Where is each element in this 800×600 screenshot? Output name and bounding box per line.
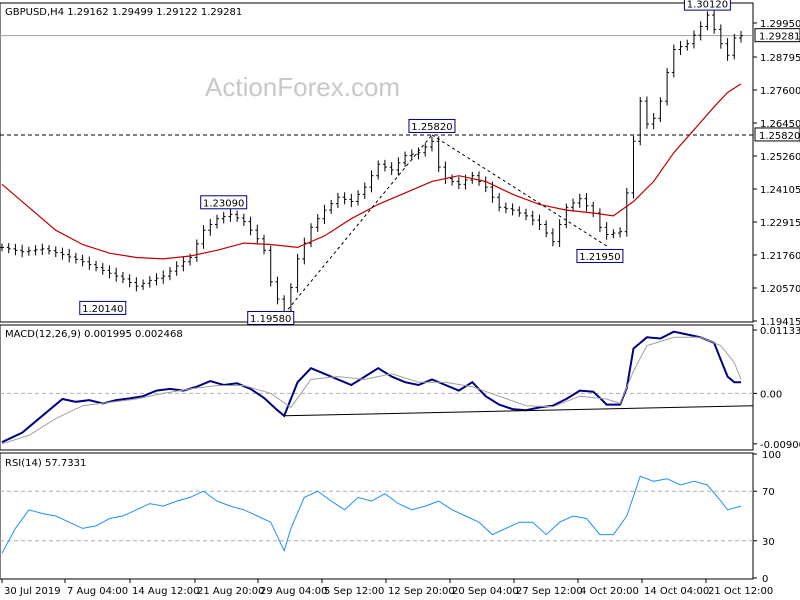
moving-average-line [1, 83, 742, 260]
rsi-title: RSI(14) 57.7331 [5, 458, 86, 469]
annotation-label: 1.30120 [687, 0, 728, 11]
annotation-box [79, 300, 127, 315]
watermark: ActionForex.com [205, 72, 400, 102]
macd-axis: 0.011332 0.00 -0.009006 [753, 326, 800, 451]
last-price-badge-box [754, 28, 800, 43]
level-badge-box [754, 127, 800, 142]
annotation-box [683, 0, 731, 11]
time-tick-label: 7 Aug 04:00 [67, 586, 128, 597]
price-tick-label: 1.21760 [760, 251, 800, 262]
annotation-label: 1.23090 [203, 198, 244, 209]
annotation-label: 1.20140 [82, 304, 123, 315]
macd-tick-label: 0.00 [760, 389, 782, 400]
time-tick-label: 4 Oct 20:00 [580, 586, 639, 597]
price-tick-label: 1.20570 [760, 284, 800, 295]
time-tick-label: 27 Sep 12:00 [516, 586, 583, 597]
annotation-label: 1.19580 [250, 314, 291, 325]
macd-marks [0, 330, 754, 445]
annotation-box [408, 118, 456, 133]
macd-signal-line [1, 336, 742, 445]
time-tick-label: 14 Aug 12:00 [132, 586, 199, 597]
time-tick-label: 12 Sep 20:00 [388, 586, 455, 597]
time-tick-label: 21 Aug 20:00 [197, 586, 264, 597]
rsi-panel: RSI(14) 57.7331 100 70 30 0 [0, 450, 781, 585]
annotation-label: 1.25820 [411, 122, 452, 133]
price-tick-label: 1.26450 [760, 119, 800, 130]
rsi-axis: 100 70 30 0 [753, 450, 781, 585]
time-tick-label: 5 Sep 12:00 [324, 586, 384, 597]
price-marks: 1.20140 1.23090 1.19580 1.25820 1.21950 1.301… [0, 0, 753, 325]
price-panel: ActionForex.com GBPUSD,H4 1.29162 1.2949… [0, 0, 800, 328]
rsi-tick-label: 30 [762, 537, 775, 548]
last-price-badge: 1.29281 [759, 32, 800, 43]
annotation-box [200, 195, 248, 210]
price-tick-label: 1.22915 [760, 218, 800, 229]
trendline [283, 134, 433, 315]
annotation-box [576, 248, 624, 263]
price-tick-label: 1.24105 [760, 185, 800, 196]
rsi-tick-label: 100 [762, 450, 781, 461]
macd-trendline [284, 405, 754, 417]
macd-line [1, 330, 741, 444]
price-tick-label: 1.19415 [760, 317, 800, 328]
price-header: GBPUSD,H4 1.29162 1.29499 1.29122 1.2928… [5, 7, 242, 18]
rsi-tick-label: 70 [762, 487, 775, 498]
level-badge: 1.25820 [759, 131, 800, 142]
price-tick-label: 1.27600 [760, 86, 800, 97]
rsi-line [1, 475, 742, 554]
rsi-panel-frame [0, 452, 754, 580]
macd-tick-label: 0.011332 [760, 326, 800, 337]
price-tick-label: 1.25260 [760, 152, 800, 163]
trendline [431, 134, 607, 247]
price-panel-frame [0, 2, 754, 323]
annotation-box [247, 310, 295, 325]
time-tick-label: 21 Oct 12:00 [708, 586, 773, 597]
rsi-marks [0, 475, 753, 554]
time-tick-label: 29 Aug 04:00 [260, 586, 327, 597]
price-tick-label: 1.29950 [760, 19, 800, 30]
macd-panel: MACD(12,26,9) 0.001995 0.002468 0.011332… [0, 324, 800, 451]
price-tick-label: 1.28795 [760, 53, 800, 64]
time-tick-label: 14 Oct 04:00 [644, 586, 709, 597]
macd-tick-label: -0.009006 [760, 440, 800, 451]
annotation-label: 1.21950 [579, 252, 620, 263]
time-tick-label: 30 Jul 2019 [4, 586, 61, 597]
time-tick-label: 20 Sep 04:00 [452, 586, 519, 597]
price-axis: 1.29950 1.28795 1.27600 1.26450 1.25260 1.241… [753, 19, 800, 328]
macd-title: MACD(12,26,9) 0.001995 0.002468 [5, 329, 183, 340]
rsi-tick-label: 0 [762, 574, 768, 585]
